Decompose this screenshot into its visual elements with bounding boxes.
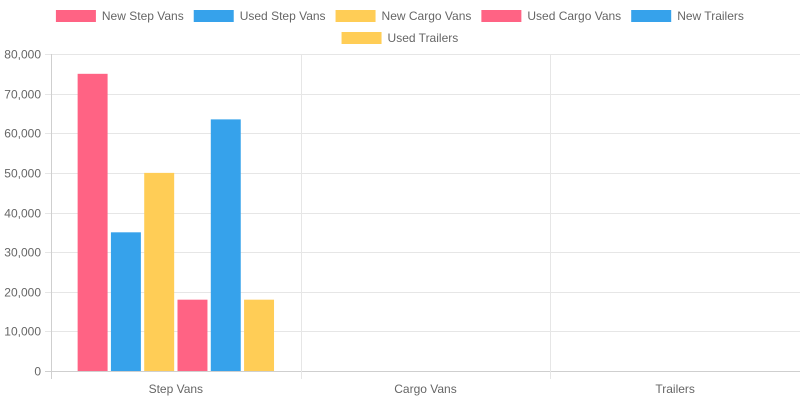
legend-label: New Step Vans bbox=[102, 9, 184, 23]
legend-swatch bbox=[481, 10, 522, 22]
y-tick-label: 20,000 bbox=[4, 286, 41, 300]
x-tick-label: Trailers bbox=[655, 382, 695, 396]
legend-label: New Cargo Vans bbox=[382, 9, 472, 23]
bar bbox=[110, 232, 141, 371]
y-tick-label: 80,000 bbox=[4, 48, 41, 62]
y-tick-label: 30,000 bbox=[4, 246, 41, 260]
legend-swatch bbox=[341, 32, 382, 44]
bar bbox=[177, 299, 208, 371]
bar bbox=[244, 299, 275, 371]
y-tick-label: 0 bbox=[34, 365, 41, 379]
legend-label: Used Step Vans bbox=[240, 9, 326, 23]
legend-swatch bbox=[631, 10, 672, 22]
legend-label: New Trailers bbox=[677, 9, 744, 23]
bars bbox=[77, 73, 275, 371]
bar bbox=[210, 119, 241, 371]
y-tick-label: 40,000 bbox=[4, 207, 41, 221]
legend-label: Used Trailers bbox=[388, 31, 459, 45]
bar bbox=[77, 73, 108, 371]
x-tick-label: Cargo Vans bbox=[394, 382, 456, 396]
legend-swatch bbox=[193, 10, 234, 22]
legend: New Step Vans Used Step Vans New Cargo Van… bbox=[55, 9, 744, 45]
legend-swatch bbox=[55, 10, 96, 22]
y-tick-label: 10,000 bbox=[4, 325, 41, 339]
y-tick-label: 60,000 bbox=[4, 127, 41, 141]
legend-swatch bbox=[335, 10, 376, 22]
axes: 0 10,000 20,000 30,000 40,000 50,000 60,000 70,… bbox=[4, 48, 695, 397]
x-tick-label: Step Vans bbox=[149, 382, 203, 396]
y-tick-label: 70,000 bbox=[4, 88, 41, 102]
y-tick-label: 50,000 bbox=[4, 167, 41, 181]
bar bbox=[144, 172, 175, 371]
legend-label: Used Cargo Vans bbox=[527, 9, 621, 23]
